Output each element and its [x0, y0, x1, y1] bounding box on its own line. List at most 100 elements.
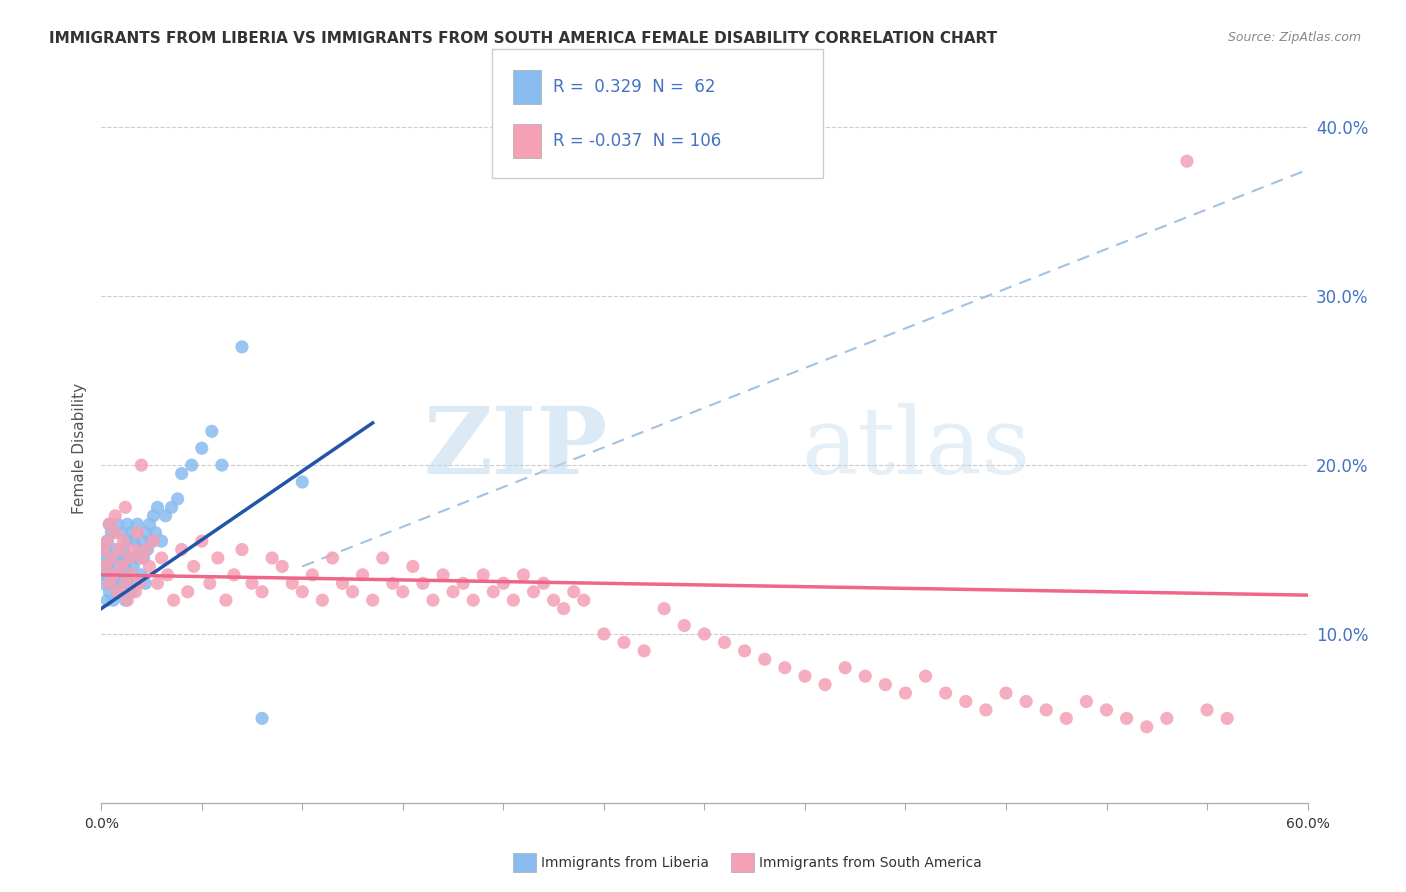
- Point: [974, 703, 997, 717]
- Point: [853, 669, 876, 683]
- Point: [103, 593, 125, 607]
- Point: [814, 678, 837, 692]
- Point: [1035, 703, 1057, 717]
- Point: [222, 567, 245, 582]
- Point: [176, 584, 198, 599]
- Point: [311, 593, 333, 607]
- Point: [127, 525, 149, 540]
- Point: [132, 551, 155, 566]
- Point: [108, 551, 131, 566]
- Point: [191, 442, 214, 455]
- Point: [935, 686, 957, 700]
- Point: [553, 601, 575, 615]
- Text: Immigrants from Liberia: Immigrants from Liberia: [541, 855, 709, 870]
- Point: [156, 567, 179, 582]
- Point: [110, 559, 132, 574]
- Point: [201, 425, 224, 439]
- Point: [1095, 703, 1118, 717]
- Point: [138, 559, 160, 574]
- Point: [673, 618, 696, 632]
- Point: [211, 458, 233, 472]
- Point: [103, 567, 125, 582]
- Point: [543, 593, 565, 607]
- Point: [894, 686, 917, 700]
- Point: [633, 644, 655, 658]
- Point: [128, 576, 150, 591]
- Point: [180, 458, 202, 472]
- Point: [124, 584, 146, 599]
- Point: [875, 678, 897, 692]
- Point: [207, 551, 229, 566]
- Point: [131, 534, 153, 549]
- Point: [250, 584, 273, 599]
- Point: [794, 669, 817, 683]
- Point: [352, 567, 374, 582]
- Point: [562, 584, 585, 599]
- Point: [105, 517, 128, 532]
- Point: [412, 576, 434, 591]
- Point: [392, 584, 415, 599]
- Y-axis label: Female Disability: Female Disability: [72, 383, 87, 514]
- Point: [955, 694, 977, 708]
- Point: [98, 576, 121, 591]
- Point: [142, 534, 165, 549]
- Point: [381, 576, 404, 591]
- Point: [291, 584, 314, 599]
- Point: [142, 508, 165, 523]
- Point: [127, 551, 149, 566]
- Point: [361, 593, 384, 607]
- Point: [231, 340, 253, 354]
- Text: 0.0%: 0.0%: [84, 817, 118, 830]
- Point: [371, 551, 394, 566]
- Point: [104, 542, 127, 557]
- Text: R = -0.037  N = 106: R = -0.037 N = 106: [553, 132, 721, 150]
- Point: [240, 576, 263, 591]
- Point: [118, 551, 141, 566]
- Point: [191, 534, 214, 549]
- Point: [572, 593, 595, 607]
- Point: [183, 559, 205, 574]
- Point: [94, 559, 117, 574]
- Point: [127, 517, 149, 532]
- Point: [432, 567, 454, 582]
- Point: [122, 534, 145, 549]
- Point: [100, 525, 122, 540]
- Point: [150, 534, 173, 549]
- Point: [1197, 703, 1219, 717]
- Point: [652, 601, 675, 615]
- Point: [120, 567, 142, 582]
- Text: Immigrants from South America: Immigrants from South America: [759, 855, 981, 870]
- Point: [96, 559, 118, 574]
- Text: IMMIGRANTS FROM LIBERIA VS IMMIGRANTS FROM SOUTH AMERICA FEMALE DISABILITY CORRE: IMMIGRANTS FROM LIBERIA VS IMMIGRANTS FR…: [49, 31, 997, 46]
- Point: [1175, 154, 1198, 169]
- Point: [593, 627, 616, 641]
- Point: [250, 711, 273, 725]
- Point: [104, 559, 127, 574]
- Point: [108, 542, 131, 557]
- Point: [134, 576, 156, 591]
- Point: [332, 576, 354, 591]
- Point: [96, 534, 118, 549]
- Point: [441, 584, 464, 599]
- Point: [693, 627, 716, 641]
- Point: [136, 542, 159, 557]
- Point: [271, 559, 294, 574]
- Point: [94, 567, 117, 582]
- Point: [995, 686, 1018, 700]
- Point: [105, 584, 128, 599]
- Point: [131, 551, 153, 566]
- Point: [117, 534, 139, 549]
- Point: [1015, 694, 1038, 708]
- Text: 60.0%: 60.0%: [1285, 817, 1330, 830]
- Point: [262, 551, 284, 566]
- Point: [451, 576, 474, 591]
- Point: [91, 576, 114, 591]
- Point: [155, 508, 177, 523]
- Point: [122, 542, 145, 557]
- Point: [231, 542, 253, 557]
- Point: [1076, 694, 1098, 708]
- Point: [150, 551, 173, 566]
- Point: [166, 491, 188, 506]
- Point: [160, 500, 183, 515]
- Point: [463, 593, 485, 607]
